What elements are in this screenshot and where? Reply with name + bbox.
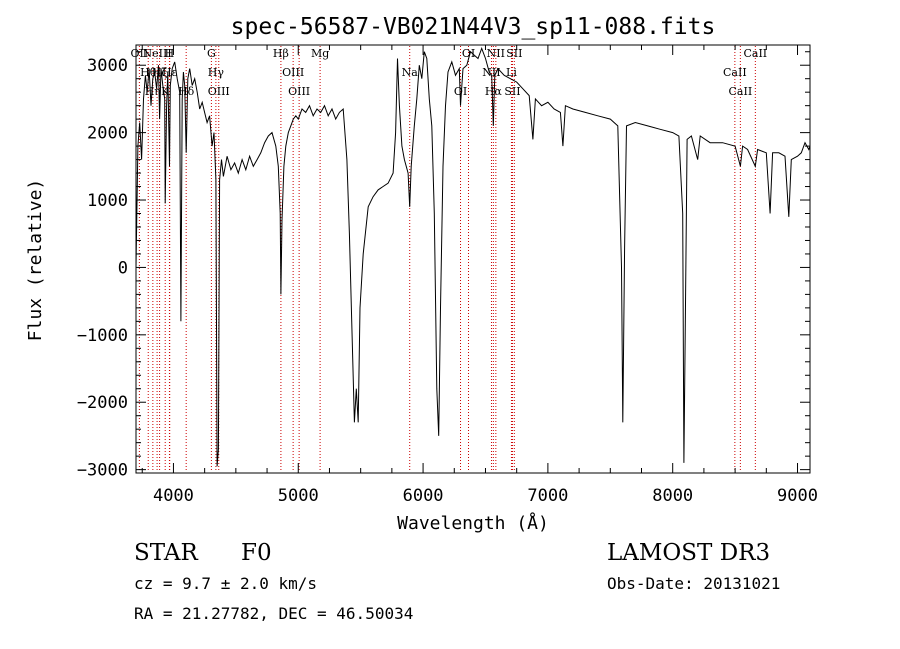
marker-label-23: SII: [504, 85, 520, 98]
x-tick-label-3: 7000: [527, 486, 568, 506]
marker-label-25: CaII: [723, 66, 747, 79]
marker-label-26: CaII: [729, 85, 753, 98]
survey-name: LAMOST DR3: [607, 540, 771, 566]
redshift-velocity: cz = 9.7 ± 2.0 km/s: [134, 574, 318, 593]
marker-label-11: OIII: [208, 85, 230, 98]
x-axis-ticks: 4000 5000 6000 7000 8000 9000: [141, 45, 818, 506]
marker-label-5: K: [161, 85, 170, 98]
y-tick-label-2: −1000: [77, 326, 128, 346]
object-subclass: F0: [241, 540, 272, 566]
y-tick-label-6: 3000: [87, 56, 128, 76]
y-tick-label-3: 0: [118, 258, 128, 278]
observation-date: Obs-Date: 20131021: [607, 574, 781, 593]
marker-label-0: OII: [131, 47, 149, 60]
x-tick-label-1: 5000: [278, 486, 319, 506]
x-tick-label-4: 8000: [652, 486, 693, 506]
y-tick-label-5: 2000: [87, 124, 128, 144]
chart-title: spec-56587-VB021N44V3_sp11-088.fits: [231, 14, 716, 40]
marker-label-13: OIII: [282, 66, 304, 79]
marker-label-12: Hβ: [273, 47, 289, 60]
marker-label-24: SII: [506, 47, 522, 60]
y-tick-label-1: −2000: [77, 393, 128, 413]
marker-label-19: NII: [482, 66, 500, 79]
marker-label-14: OIII: [288, 85, 310, 98]
x-tick-label-2: 6000: [403, 486, 444, 506]
sky-coordinates: RA = 21.27782, DEC = 46.50034: [134, 604, 414, 623]
object-class: STAR: [134, 540, 198, 566]
plot-frame: [135, 44, 811, 474]
marker-label-9: G: [207, 47, 216, 60]
x-tick-label-0: 4000: [153, 486, 194, 506]
y-axis-label: Flux (relative): [25, 179, 46, 342]
line-marker-labels: OIIHθHηNeIIIHζKHHεHδGHγOIIIHβOIIIOIIIMgN…: [131, 47, 768, 98]
marker-label-7: Hε: [162, 66, 178, 79]
x-tick-label-5: 9000: [777, 486, 818, 506]
marker-label-3: NeIII: [143, 47, 172, 60]
x-axis-label: Wavelength (Å): [397, 512, 549, 534]
y-tick-label-4: 1000: [87, 191, 128, 211]
marker-label-20: Hα: [485, 85, 503, 98]
marker-label-22: Li: [506, 66, 517, 79]
y-tick-label-0: −3000: [77, 461, 128, 481]
marker-label-4: Hζ: [152, 66, 168, 79]
spectrum-chart: OIIHθHηNeIIIHζKHHεHδGHγOIIIHβOIIIOIIIMgN…: [25, 14, 818, 534]
marker-label-16: Na: [402, 66, 419, 79]
marker-label-18: OI: [462, 47, 475, 60]
y-axis-ticks: −3000 −2000 −1000 0 1000 2000 3000: [77, 51, 810, 481]
marker-label-6: H: [165, 47, 175, 60]
spectrum-line: [135, 46, 811, 467]
line-markers: [138, 46, 756, 472]
marker-label-15: Mg: [311, 47, 329, 60]
marker-label-8: Hδ: [178, 85, 195, 98]
marker-label-21: NII: [487, 47, 505, 60]
marker-label-27: CaII: [743, 47, 767, 60]
marker-label-10: Hγ: [208, 66, 225, 79]
